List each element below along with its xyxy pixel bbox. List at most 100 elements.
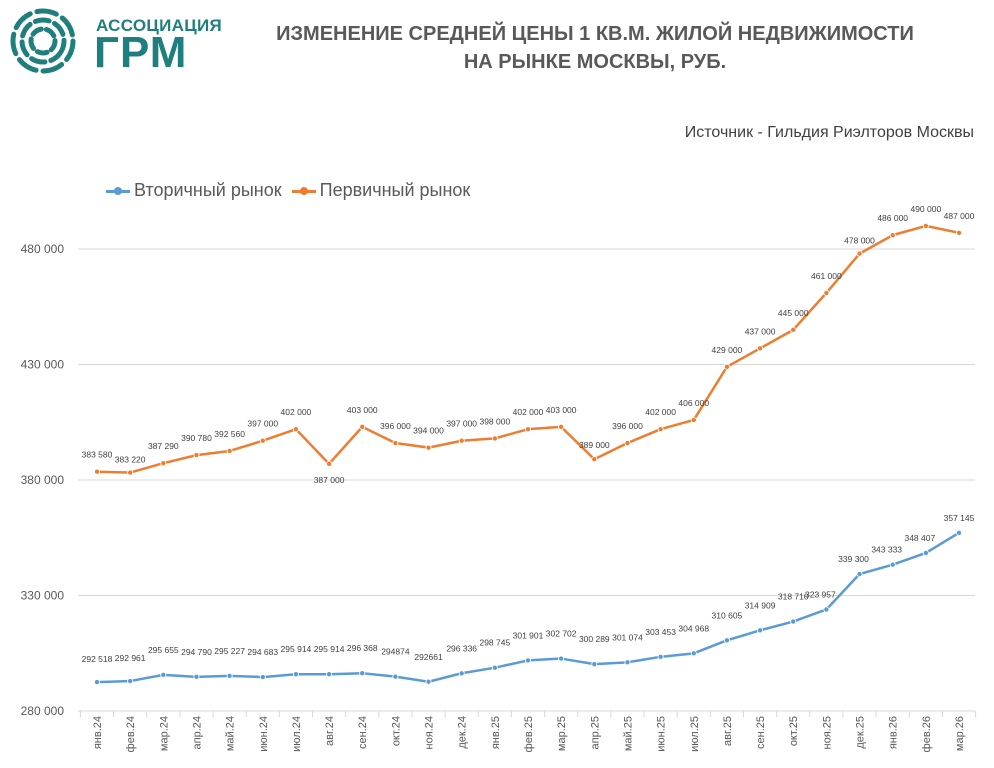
data-point-secondary (127, 678, 134, 685)
legend-swatch-secondary (106, 184, 130, 198)
data-label-primary: 406 000 (678, 398, 709, 408)
data-point-secondary (193, 673, 200, 680)
data-label-primary: 437 000 (745, 326, 776, 336)
data-point-primary (193, 452, 200, 459)
data-point-secondary (425, 678, 432, 685)
data-label-secondary: 304 968 (678, 623, 709, 633)
data-label-secondary: 301 074 (612, 632, 643, 642)
data-point-secondary (823, 606, 830, 613)
y-tick-label: 330 000 (21, 589, 65, 603)
chart-legend: Вторичный рынок Первичный рынок (106, 180, 470, 201)
data-point-primary (259, 437, 266, 444)
data-point-primary (956, 229, 963, 236)
data-label-secondary: 295 227 (214, 646, 245, 656)
data-point-secondary (226, 672, 233, 679)
data-point-primary (790, 326, 797, 333)
legend-item-primary: Первичный рынок (291, 180, 470, 201)
x-tick-label: сен.25 (755, 716, 767, 749)
x-tick-label: авг.24 (324, 716, 336, 746)
data-point-secondary (922, 549, 929, 556)
x-tick-label: дек.24 (457, 716, 469, 749)
data-label-secondary: 301 901 (513, 630, 544, 640)
x-tick-label: мар.24 (158, 716, 170, 751)
data-label-primary: 402 000 (513, 407, 544, 417)
x-tick-label: мар.25 (556, 716, 568, 751)
x-tick-label: мар.26 (954, 716, 966, 751)
y-tick-label: 430 000 (21, 358, 65, 372)
data-label-primary: 402 000 (645, 407, 676, 417)
legend-swatch-primary (291, 184, 316, 198)
data-label-secondary: 348 407 (904, 533, 935, 543)
data-label-primary: 487 000 (944, 211, 975, 221)
data-point-primary (458, 437, 465, 444)
data-label-secondary: 318 710 (778, 592, 809, 602)
data-point-secondary (723, 637, 730, 644)
data-label-secondary: 294874 (381, 647, 410, 657)
data-point-primary (856, 250, 863, 257)
data-point-secondary (624, 659, 631, 666)
x-tick-label: окт.25 (788, 716, 800, 746)
data-label-primary: 396 000 (612, 421, 643, 431)
data-label-secondary: 302 702 (546, 629, 577, 639)
data-label-secondary: 292 961 (115, 653, 146, 663)
data-point-primary (392, 440, 399, 447)
data-point-primary (723, 363, 730, 370)
header: АССОЦИАЦИЯ ГРМ ИЗМЕНЕНИЕ СРЕДНЕЙ ЦЕНЫ 1 … (0, 0, 994, 110)
data-point-secondary (491, 664, 498, 671)
data-label-secondary: 292661 (414, 652, 443, 662)
data-label-secondary: 339 300 (838, 554, 869, 564)
data-point-secondary (657, 653, 664, 660)
data-point-primary (326, 460, 333, 467)
x-tick-label: май.25 (622, 716, 634, 751)
title-line-2: НА РЫНКЕ МОСКВЫ, РУБ. (463, 51, 727, 73)
data-label-primary: 403 000 (546, 405, 577, 415)
page-title: ИЗМЕНЕНИЕ СРЕДНЕЙ ЦЕНЫ 1 КВ.М. ЖИЛОЙ НЕД… (230, 20, 960, 76)
x-tick-label: янв.25 (490, 716, 502, 749)
y-tick-label: 480 000 (21, 242, 65, 256)
source-text: Источник - Гильдия Риэлторов Москвы (684, 124, 974, 141)
data-point-primary (690, 416, 697, 423)
y-tick-label: 280 000 (21, 704, 65, 718)
data-label-secondary: 323 957 (805, 589, 836, 599)
data-label-secondary: 295 914 (281, 644, 312, 654)
data-label-secondary: 343 333 (871, 545, 902, 555)
data-label-primary: 486 000 (877, 213, 908, 223)
data-label-secondary: 295 914 (314, 644, 345, 654)
data-label-secondary: 294 790 (181, 647, 212, 657)
data-point-primary (226, 447, 233, 454)
data-point-primary (922, 222, 929, 229)
x-tick-label: июн.24 (258, 716, 270, 752)
x-tick-label: фев.25 (523, 716, 535, 752)
data-label-primary: 383 580 (82, 450, 113, 460)
data-point-secondary (790, 618, 797, 625)
data-point-primary (525, 426, 532, 433)
x-tick-label: апр.25 (589, 716, 601, 749)
data-label-secondary: 310 605 (712, 610, 743, 620)
data-point-primary (94, 468, 101, 475)
x-tick-label: апр.24 (191, 716, 203, 749)
data-label-primary: 394 000 (413, 426, 444, 436)
data-point-secondary (525, 657, 532, 664)
data-label-primary: 402 000 (281, 407, 312, 417)
data-point-secondary (956, 529, 963, 536)
data-label-secondary: 294 683 (247, 647, 278, 657)
logo: АССОЦИАЦИЯ ГРМ (8, 6, 222, 77)
title-line-1: ИЗМЕНЕНИЕ СРЕДНЕЙ ЦЕНЫ 1 КВ.М. ЖИЛОЙ НЕД… (276, 23, 914, 45)
data-label-secondary: 296 368 (347, 643, 378, 653)
x-tick-label: июн.25 (656, 716, 668, 752)
data-label-secondary: 296 336 (446, 643, 477, 653)
data-point-primary (889, 232, 896, 239)
logo-small-text: АССОЦИАЦИЯ (96, 16, 222, 35)
x-tick-label: июл.24 (291, 716, 303, 752)
x-tick-label: ноя.24 (424, 716, 436, 749)
data-label-secondary: 314 909 (745, 600, 776, 610)
logo-big-text: ГРМ (94, 28, 188, 77)
data-label-secondary: 357 145 (944, 513, 975, 523)
data-point-primary (624, 440, 631, 447)
data-point-primary (823, 289, 830, 296)
x-tick-label: ноя.25 (821, 716, 833, 749)
data-point-primary (657, 426, 664, 433)
x-tick-label: июл.25 (689, 716, 701, 752)
data-label-primary: 490 000 (910, 204, 941, 214)
